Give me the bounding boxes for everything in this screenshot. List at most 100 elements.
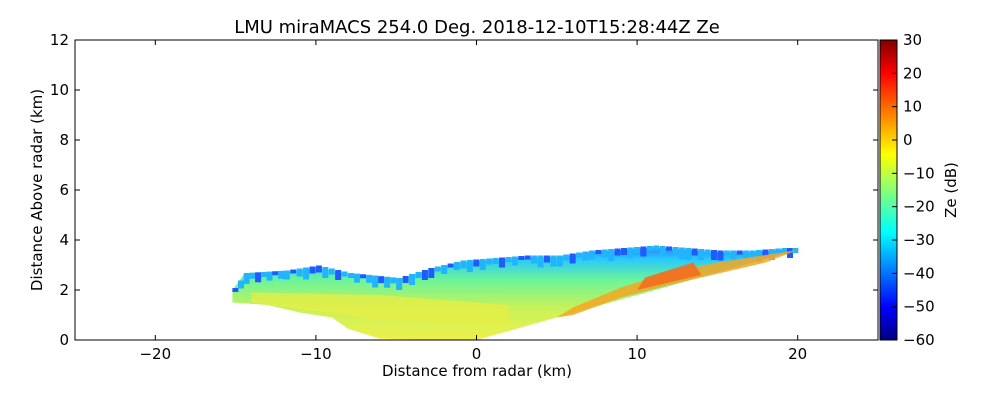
colorbar-tick-label: −10 (903, 164, 935, 182)
y-tick-label: 10 (50, 81, 69, 99)
y-tick-label: 6 (59, 181, 69, 199)
echo-speckle (460, 260, 467, 269)
echo-speckle (366, 274, 373, 283)
echo-speckle (704, 249, 711, 256)
colorbar-gradient (879, 39, 898, 341)
x-axis-ticks: −20 −10 0 10 20 (139, 40, 807, 363)
echo-speckle (775, 248, 782, 255)
echo-speckle (278, 270, 285, 279)
echo-speckle (614, 248, 621, 256)
echo-speckle (266, 271, 273, 281)
colorbar-tick-label: 30 (903, 31, 922, 49)
echo-speckle (272, 271, 279, 276)
echo-speckle (492, 258, 499, 264)
echo-speckle (441, 265, 448, 274)
echo-speckle (698, 249, 705, 260)
echo-speckle (466, 260, 473, 272)
echo-speckle (283, 270, 290, 280)
echo-speckle (354, 273, 361, 283)
echo-speckle (505, 257, 512, 262)
colorbar-tick-label: −30 (903, 231, 935, 249)
echo-speckle (479, 259, 486, 270)
y-tick-label: 2 (59, 281, 69, 299)
echo-speckle (249, 272, 256, 279)
echo-speckle (473, 259, 480, 267)
echo-speckle (672, 247, 679, 255)
echo-speckle (666, 246, 673, 251)
echo-speckle (384, 276, 391, 288)
echo-speckle (524, 255, 531, 260)
echo-speckle (322, 267, 329, 278)
echo-speckle (627, 247, 634, 259)
echo-speckle (409, 274, 416, 285)
colorbar-tick-label: −40 (903, 264, 935, 282)
echo-speckle (730, 250, 737, 260)
echo-speckle (447, 263, 454, 268)
echo-speckle (309, 266, 316, 274)
y-tick-label: 12 (50, 31, 69, 49)
echo-speckle (569, 253, 576, 264)
colorbar-tick-label: −50 (903, 298, 935, 316)
echo-speckle (518, 256, 525, 260)
echo-speckle (582, 251, 589, 261)
echo-speckle (341, 271, 348, 277)
echo-speckle (315, 265, 322, 273)
echo-speckle (328, 268, 335, 275)
echo-speckle (372, 275, 379, 288)
echo-speckle (762, 249, 769, 257)
y-tick-label: 0 (59, 331, 69, 349)
x-tick-label: 10 (628, 345, 647, 363)
x-axis-label: Distance from radar (km) (382, 362, 572, 380)
bright-band-core (637, 262, 702, 290)
echo-speckle (743, 250, 750, 259)
echo-speckle (498, 257, 505, 268)
echo-speckle (238, 280, 245, 289)
colorbar-tick-label: 0 (903, 131, 913, 149)
echo-speckle (556, 255, 563, 267)
echo-speckle (454, 262, 461, 270)
echo-speckle (543, 255, 550, 263)
colorbar-tick-label: 20 (903, 64, 922, 82)
plot-area: −20 −10 0 10 20 0 2 4 6 8 10 12 (50, 31, 879, 363)
echo-speckle (390, 277, 397, 284)
echo-speckle (232, 288, 239, 292)
y-tick-label: 4 (59, 231, 69, 249)
echo-speckle (537, 255, 544, 268)
echo-speckle (348, 273, 355, 278)
echo-speckle (303, 267, 310, 280)
echo-speckle (723, 250, 730, 256)
x-tick-label: −20 (139, 345, 171, 363)
x-tick-label: 0 (472, 345, 482, 363)
echo-speckle (296, 268, 303, 277)
echo-speckle (290, 269, 297, 274)
echo-speckle (511, 256, 518, 266)
x-tick-label: −10 (300, 345, 332, 363)
echo-speckle (601, 249, 608, 258)
echo-speckle (640, 246, 647, 257)
echo-speckle (736, 250, 743, 255)
mid-layer (251, 292, 509, 325)
echo-speckle (396, 278, 403, 290)
echo-speckle (588, 250, 595, 260)
echo-speckle (710, 250, 717, 260)
echo-layer (232, 245, 799, 340)
echo-speckle (421, 270, 428, 280)
echo-speckle (434, 266, 441, 272)
echo-speckle (563, 254, 570, 261)
echo-speckle (608, 249, 615, 261)
colorbar-tick-label: −60 (903, 331, 935, 349)
echo-speckle (653, 245, 660, 251)
echo-speckle (255, 272, 262, 283)
echo-speckle (415, 272, 422, 278)
colorbar-label: Ze (dB) (942, 162, 960, 218)
echo-speckle (550, 255, 557, 267)
y-axis-ticks: 0 2 4 6 8 10 12 (50, 31, 878, 349)
echo-speckle (659, 246, 666, 255)
echo-speckle (531, 255, 538, 264)
echo-speckle (595, 250, 602, 254)
bright-band (556, 250, 798, 318)
echo-speckle (646, 246, 653, 251)
echo-speckle (621, 248, 628, 255)
echo-speckle (786, 248, 793, 258)
